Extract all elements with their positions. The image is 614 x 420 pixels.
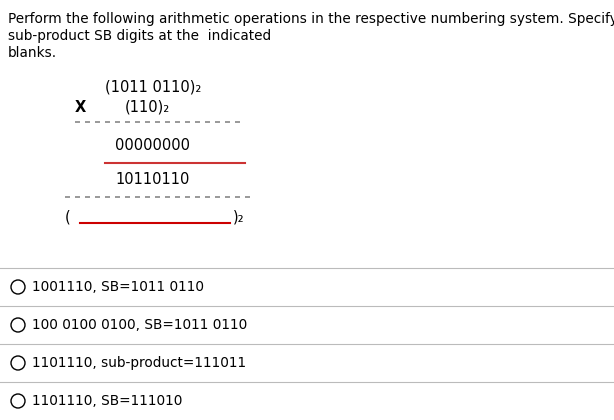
- Text: 1101110, SB=111010: 1101110, SB=111010: [32, 394, 182, 408]
- Text: (110)₂: (110)₂: [125, 100, 170, 115]
- Text: X: X: [75, 100, 86, 115]
- Text: (1011 0110)₂: (1011 0110)₂: [105, 80, 201, 95]
- Text: blanks.: blanks.: [8, 46, 57, 60]
- Text: 1001110, SB=1011 0110: 1001110, SB=1011 0110: [32, 280, 204, 294]
- Text: 100 0100 0100, SB=1011 0110: 100 0100 0100, SB=1011 0110: [32, 318, 247, 332]
- Text: 10110110: 10110110: [115, 172, 189, 187]
- Text: Perform the following arithmetic operations in the respective numbering system. : Perform the following arithmetic operati…: [8, 12, 614, 26]
- Text: )₂: )₂: [233, 210, 244, 225]
- Text: sub-product SB digits at the  indicated: sub-product SB digits at the indicated: [8, 29, 271, 43]
- Text: 00000000: 00000000: [115, 138, 190, 153]
- Text: (: (: [65, 210, 71, 225]
- Text: 1101110, sub-product=111011: 1101110, sub-product=111011: [32, 356, 246, 370]
